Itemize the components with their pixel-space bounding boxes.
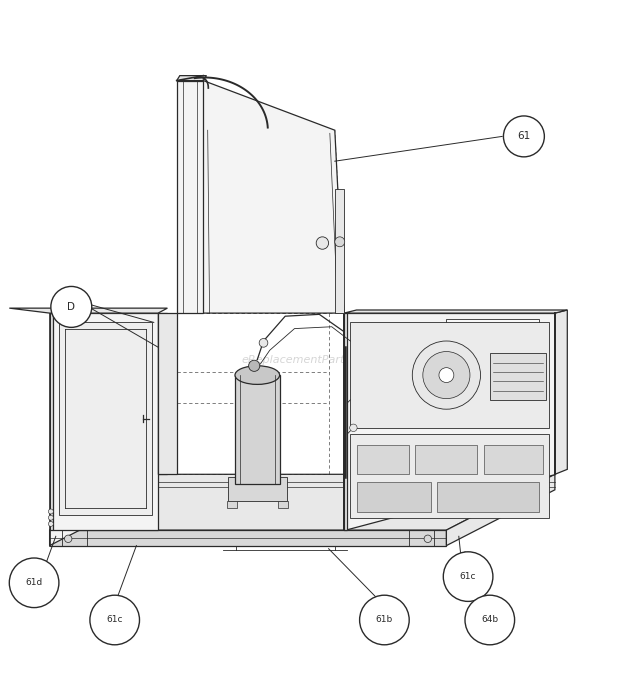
Text: eReplacementParts.com: eReplacementParts.com xyxy=(242,355,378,365)
Polygon shape xyxy=(446,474,555,546)
Polygon shape xyxy=(350,434,549,518)
Circle shape xyxy=(259,338,268,347)
Circle shape xyxy=(64,535,72,542)
Polygon shape xyxy=(158,313,167,474)
Polygon shape xyxy=(278,501,288,508)
Polygon shape xyxy=(415,445,477,474)
Polygon shape xyxy=(344,313,555,530)
Circle shape xyxy=(249,360,260,372)
Ellipse shape xyxy=(235,366,280,385)
Circle shape xyxy=(90,595,140,644)
Circle shape xyxy=(335,237,345,247)
Polygon shape xyxy=(53,313,158,530)
Text: D: D xyxy=(68,302,75,312)
Circle shape xyxy=(360,595,409,644)
Circle shape xyxy=(412,341,480,409)
Polygon shape xyxy=(344,313,347,530)
Polygon shape xyxy=(50,313,53,530)
Polygon shape xyxy=(177,80,203,313)
Polygon shape xyxy=(50,474,158,546)
Polygon shape xyxy=(50,530,446,546)
Circle shape xyxy=(48,522,53,527)
Circle shape xyxy=(424,535,432,542)
Polygon shape xyxy=(350,323,549,428)
Text: 64b: 64b xyxy=(481,615,498,625)
Ellipse shape xyxy=(235,477,280,490)
Polygon shape xyxy=(446,319,539,347)
Polygon shape xyxy=(356,445,409,474)
Circle shape xyxy=(503,116,544,157)
Text: 61d: 61d xyxy=(25,578,43,587)
Polygon shape xyxy=(555,310,567,474)
Text: 61: 61 xyxy=(517,132,531,141)
Polygon shape xyxy=(235,375,280,484)
Polygon shape xyxy=(177,76,206,80)
Polygon shape xyxy=(227,501,237,508)
Polygon shape xyxy=(9,308,167,313)
Circle shape xyxy=(423,351,470,399)
Circle shape xyxy=(316,237,329,249)
Polygon shape xyxy=(59,323,152,515)
Polygon shape xyxy=(437,481,539,512)
Circle shape xyxy=(48,515,53,520)
Circle shape xyxy=(443,552,493,602)
Polygon shape xyxy=(484,445,542,474)
Polygon shape xyxy=(228,477,287,501)
Circle shape xyxy=(48,509,53,514)
Polygon shape xyxy=(344,310,567,313)
Text: 61c: 61c xyxy=(107,615,123,625)
Polygon shape xyxy=(356,481,431,512)
Polygon shape xyxy=(158,313,177,474)
Text: 61b: 61b xyxy=(376,615,393,625)
Polygon shape xyxy=(335,189,344,313)
Circle shape xyxy=(51,286,92,327)
Text: 61c: 61c xyxy=(460,572,476,581)
Circle shape xyxy=(350,424,357,432)
Circle shape xyxy=(439,368,454,383)
Polygon shape xyxy=(50,474,555,530)
Circle shape xyxy=(465,595,515,644)
Polygon shape xyxy=(203,80,344,313)
Polygon shape xyxy=(490,353,546,400)
Circle shape xyxy=(9,558,59,608)
